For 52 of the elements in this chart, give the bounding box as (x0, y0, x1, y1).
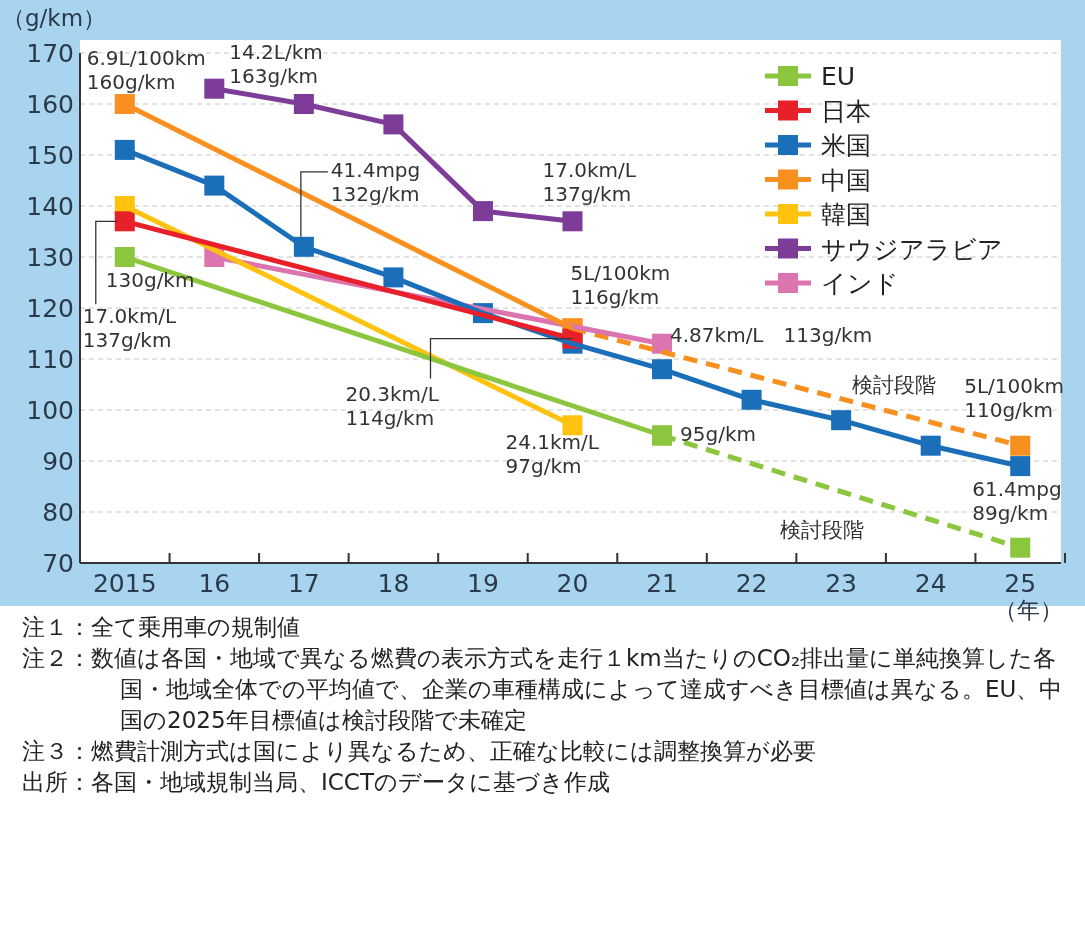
y-axis-title: （g/km） (2, 5, 107, 31)
legend-label: サウジアラビア (821, 234, 1003, 264)
annotation: 5L/100km 116g/km (570, 261, 671, 310)
y-tick-label: 130 (26, 243, 74, 272)
x-tick-label: 21 (646, 569, 678, 598)
annotation: 17.0km/L 137g/km (542, 158, 636, 207)
x-tick-label: 18 (377, 569, 410, 598)
text: 注３：燃費計測方式は国により異なるため、正確な比較には調整換算が必要 (22, 737, 817, 766)
text: 注２：数値は各国・地域で異なる燃費の表示方式を走行１km当たりのCO₂排出量に単純換算した各国・地域全体での平均値で、企業の車種構成によって達成すべき目標値は異なる。EU、中国の2025年目標値は検討段階で未確定 (22, 644, 1064, 735)
legend-label: インド (821, 269, 899, 298)
annotation: 20.3km/L 114g/km (345, 337, 574, 430)
annotation: 14.2L/km 163g/km (229, 39, 323, 88)
x-tick-label: 23 (825, 569, 858, 598)
annotation: 4.87km/L 113g/km (670, 322, 873, 347)
annotation: 5L/100km 110g/km (964, 373, 1065, 422)
annotation: 61.4mpg 89g/km (972, 477, 1062, 526)
annotation: 24.1km/L 97g/km (505, 430, 599, 479)
y-tick-label: 100 (26, 396, 74, 425)
y-tick-label: 140 (26, 192, 74, 221)
x-tick-label: 22 (735, 569, 768, 598)
x-tick-label: 16 (198, 569, 231, 598)
x-tick-label: 20 (556, 569, 589, 598)
annotation: 検討段階 (852, 373, 936, 397)
y-tick-label: 160 (26, 90, 74, 119)
x-tick-label: 25 (1004, 569, 1037, 598)
x-tick-label: 24 (914, 569, 947, 598)
annotation: 41.4mpg 132g/km (300, 157, 421, 238)
y-tick-label: 170 (26, 39, 74, 68)
x-tick-label: 17 (287, 569, 320, 598)
y-tick-label: 150 (26, 141, 74, 170)
x-axis-title: （年） (993, 597, 1063, 623)
annotation: 130g/km (105, 268, 195, 292)
legend-label: 中国 (821, 165, 871, 195)
text: 注１：全て乗用車の規制値 (22, 614, 300, 640)
legend-label: 米国 (821, 131, 871, 160)
y-tick-label: 110 (26, 345, 74, 374)
y-tick-label: 90 (42, 447, 74, 476)
annotation: 6.9L/100km 160g/km (86, 46, 206, 94)
x-tick-label: 2015 (92, 569, 157, 598)
legend-label: 韓国 (821, 200, 871, 229)
y-tick-label: 120 (26, 294, 74, 323)
annotation: 検討段階 (780, 518, 864, 542)
annotation: 95g/km (680, 421, 756, 446)
legend-label: 日本 (821, 96, 871, 126)
annotation: 41.4mpg 132g/km (330, 157, 421, 206)
legend-label: EU (821, 62, 856, 91)
annotation: 20.3km/L 114g/km (345, 381, 440, 430)
text: 出所：各国・地域規制当局、ICCTのデータに基づき作成 (22, 768, 611, 797)
annotation: 17.0km/L 137g/km (82, 304, 178, 353)
x-tick-label: 19 (467, 569, 499, 598)
y-tick-label: 80 (42, 498, 74, 527)
y-tick-label: 70 (42, 549, 74, 578)
